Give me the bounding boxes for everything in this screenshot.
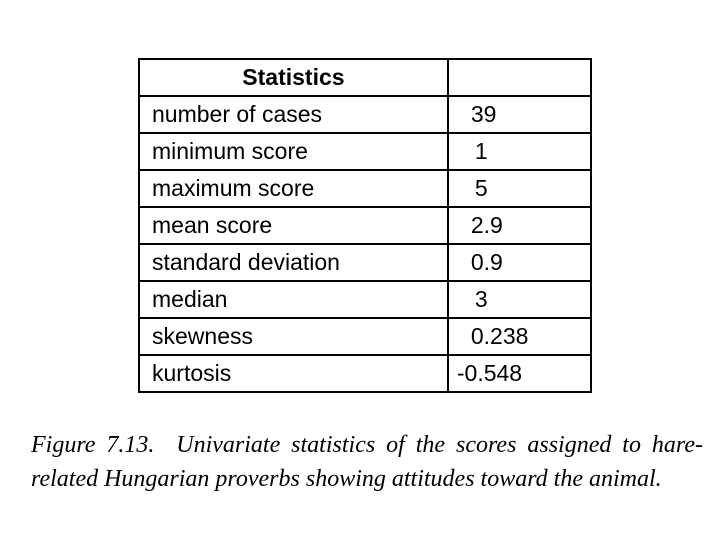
table-header-row: Statistics: [138, 58, 593, 97]
row-label: mean score: [138, 206, 449, 245]
figure-caption: Figure 7.13. Univariate statistics of th…: [31, 428, 703, 496]
row-value: 0.9: [446, 243, 593, 282]
table-row: number of cases 39: [138, 95, 593, 134]
row-label: median: [138, 280, 449, 319]
row-value: 3: [446, 280, 593, 319]
table-row: minimum score 1: [138, 132, 593, 171]
row-label: maximum score: [138, 169, 449, 208]
table-row: mean score 2.9: [138, 206, 593, 245]
row-label: standard deviation: [138, 243, 449, 282]
caption-text: Univariate statistics of the scores assi…: [31, 432, 703, 492]
table-row: maximum score 5: [138, 169, 593, 208]
row-label: skewness: [138, 317, 449, 356]
row-value: -0.548: [446, 354, 593, 393]
row-value: 0.238: [446, 317, 593, 356]
table-row: median 3: [138, 280, 593, 319]
row-value: 2.9: [446, 206, 593, 245]
table-row: skewness 0.238: [138, 317, 593, 356]
table-row: standard deviation 0.9: [138, 243, 593, 282]
statistics-header: Statistics: [138, 58, 449, 97]
row-value: 39: [446, 95, 593, 134]
figure-label: Figure 7.13.: [31, 432, 155, 458]
row-value: 5: [446, 169, 593, 208]
statistics-table: Statistics number of cases 39 minimum sc…: [138, 58, 593, 393]
table-row: kurtosis -0.548: [138, 354, 593, 393]
row-label: minimum score: [138, 132, 449, 171]
value-header: [446, 58, 593, 97]
row-label: kurtosis: [138, 354, 449, 393]
row-label: number of cases: [138, 95, 449, 134]
row-value: 1: [446, 132, 593, 171]
